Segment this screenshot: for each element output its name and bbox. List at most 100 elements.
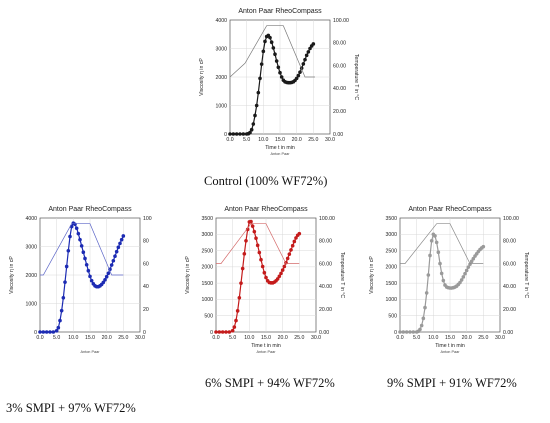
viscosity-point — [439, 271, 444, 276]
viscosity-point — [426, 273, 431, 277]
viscosity-point — [311, 42, 316, 46]
viscosity-point — [114, 249, 119, 254]
viscosity-point — [116, 245, 121, 250]
x-tick-label: 20.0 — [102, 335, 112, 341]
x-tick-label: 5.0 — [243, 137, 250, 143]
viscosity-point — [279, 75, 284, 79]
viscosity-point — [401, 330, 406, 334]
y-right-tick-label: 0 — [143, 330, 146, 336]
x-tick-label: 20.0 — [292, 137, 302, 143]
y-right-tick-label: 100.00 — [333, 18, 349, 24]
viscosity-point — [254, 236, 258, 240]
viscosity-point — [428, 253, 432, 258]
x-tick-label: 15.0 — [275, 137, 285, 143]
viscosity-point — [41, 330, 46, 334]
viscosity-point — [434, 240, 439, 245]
x-tick-label: 5.0 — [53, 335, 60, 341]
y-left-axis-label: Viscosity η in cP — [199, 58, 205, 96]
y-left-tick-label: 1000 — [201, 297, 213, 303]
viscosity-point — [424, 291, 429, 295]
viscosity-point — [44, 330, 49, 334]
caption-control: Control (100% WF72%) — [204, 174, 328, 188]
x-tick-label: 30.0 — [325, 137, 335, 143]
temperature-line — [216, 223, 300, 264]
viscosity-point — [264, 275, 268, 280]
viscosity-point — [248, 130, 252, 135]
y-right-tick-label: 60.00 — [333, 63, 346, 69]
viscosity-point — [398, 330, 402, 334]
viscosity-point — [217, 330, 222, 334]
x-axis-label: Time t in min — [265, 145, 295, 151]
y-right-tick-label: 0.00 — [333, 132, 343, 138]
viscosity-point — [234, 318, 238, 323]
y-left-tick-label: 1000 — [25, 301, 37, 307]
x-tick-label: 15.0 — [261, 335, 271, 341]
y-right-axis-label: Temperature T in °C — [339, 252, 345, 299]
viscosity-point — [227, 330, 232, 334]
y-left-tick-label: 2000 — [201, 265, 213, 271]
x-tick-label: 5.0 — [413, 335, 420, 341]
viscosity-point — [298, 70, 302, 74]
viscosity-point — [256, 90, 261, 95]
x-tick-label: 30.0 — [311, 335, 321, 341]
viscosity-point — [78, 237, 82, 242]
x-tick-label: 25.0 — [294, 335, 304, 341]
y-right-tick-label: 40.00 — [503, 284, 516, 290]
y-left-tick-label: 2000 — [385, 265, 397, 271]
chart-title: Anton Paar RheoCompass — [238, 8, 322, 15]
viscosity-point — [258, 76, 262, 81]
viscosity-point — [103, 278, 107, 282]
viscosity-point — [76, 231, 81, 236]
x-tick-label: 10.0 — [68, 335, 78, 341]
y-left-tick-label: 1000 — [385, 297, 397, 303]
viscosity-point — [252, 229, 257, 234]
chart-panel-smpi9: Anton Paar RheoCompass 0.0 5.0 10.0 15.0 20.0… — [360, 202, 530, 372]
viscosity-point — [259, 62, 264, 66]
viscosity-point — [282, 264, 287, 269]
viscosity-point — [88, 274, 92, 279]
viscosity-point — [59, 308, 64, 313]
x-tick-label: 0.0 — [396, 335, 403, 341]
viscosity-point — [458, 280, 462, 285]
viscosity-point — [461, 275, 466, 279]
y-right-tick-label: 40.00 — [333, 86, 346, 92]
viscosity-point — [109, 263, 114, 267]
viscosity-point — [254, 103, 259, 108]
viscosity-point — [224, 330, 228, 334]
viscosity-point — [244, 239, 248, 243]
viscosity-point — [466, 265, 471, 269]
viscosity-point — [278, 70, 282, 75]
viscosity-point — [271, 46, 276, 50]
viscosity-point — [56, 325, 61, 330]
viscosity-point — [83, 256, 87, 261]
y-right-tick-label: 80.00 — [333, 41, 346, 47]
viscosity-point — [242, 252, 247, 256]
chart-title: Anton Paar RheoCompass — [48, 206, 132, 213]
caption-smpi3: 3% SMPI + 97% WF72% — [6, 401, 136, 415]
x-axis-label: Time t in min — [435, 343, 465, 349]
y-right-axis-label: Temperature T in °C — [353, 54, 359, 101]
y-left-tick-label: 3000 — [385, 232, 397, 238]
x-tick-label: 0.0 — [36, 335, 43, 341]
x-tick-label: 30.0 — [135, 335, 145, 341]
y-left-tick-label: 500 — [388, 314, 397, 320]
viscosity-point — [81, 250, 86, 254]
y-left-tick-label: 3000 — [201, 232, 213, 238]
y-left-tick-label: 0 — [210, 330, 213, 336]
viscosity-point — [64, 264, 69, 269]
viscosity-point — [250, 224, 255, 228]
y-right-tick-label: 80.00 — [319, 239, 332, 245]
chart-panel-smpi6: Anton Paar RheoCompass 0.0 5.0 10.0 15.0 20.0… — [176, 202, 346, 372]
viscosity-point — [294, 236, 298, 240]
viscosity-line — [216, 220, 300, 333]
y-right-axis-label: Temperature T in °C — [523, 252, 529, 299]
viscosity-point — [237, 296, 242, 300]
brand-label: Anton Paar — [441, 350, 461, 354]
y-left-tick-label: 2500 — [201, 248, 213, 254]
y-right-tick-label: 100.00 — [319, 216, 335, 222]
viscosity-line — [40, 222, 124, 333]
viscosity-point — [262, 270, 267, 275]
y-left-tick-label: 0 — [394, 330, 397, 336]
viscosity-point — [220, 330, 225, 334]
viscosity-point — [436, 250, 441, 254]
